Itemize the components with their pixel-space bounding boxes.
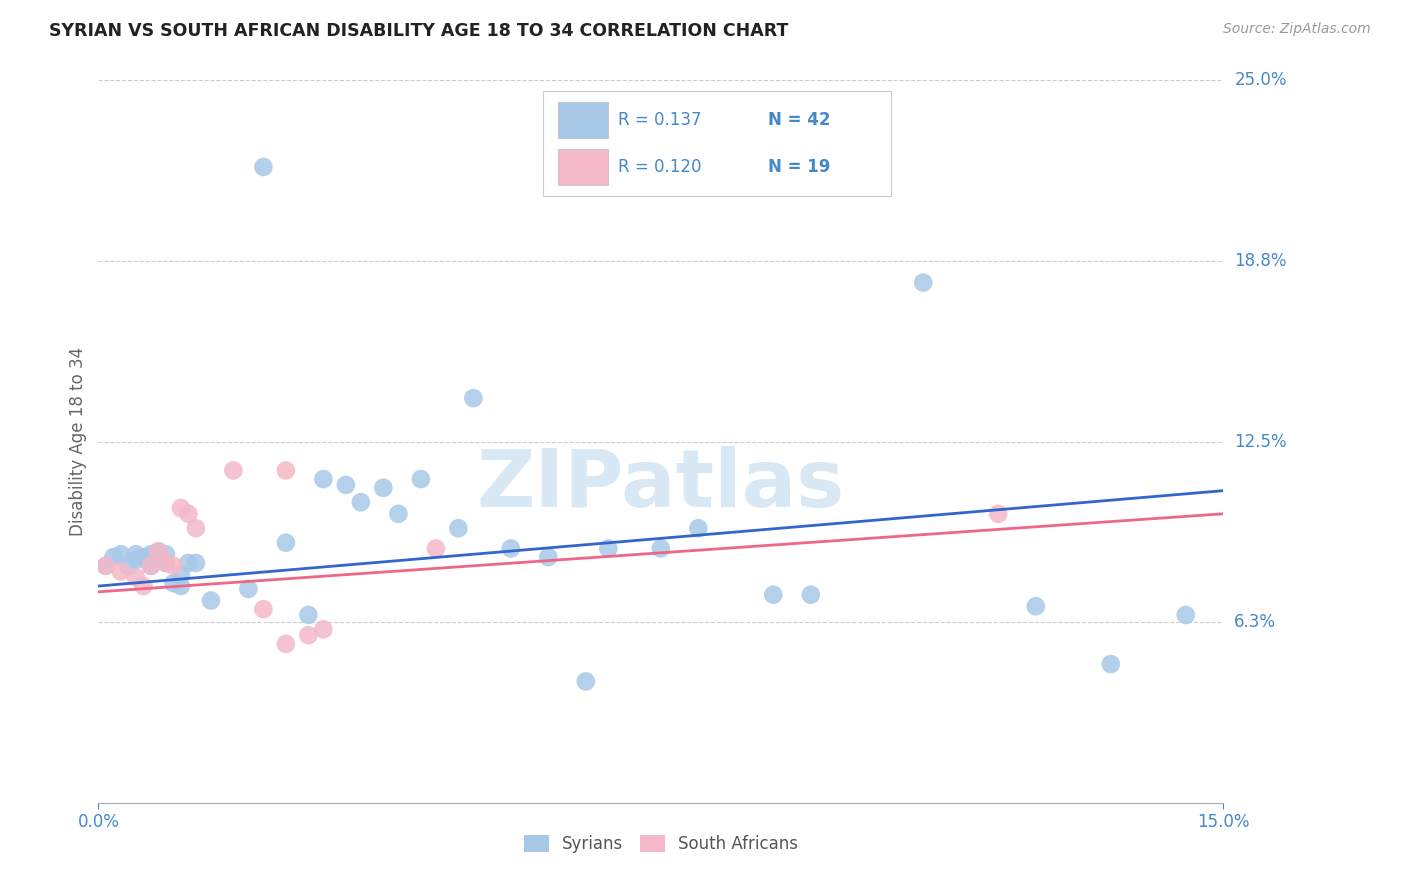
Point — [575, 674, 598, 689]
Point — [274, 535, 297, 549]
Point — [650, 541, 672, 556]
Point — [297, 628, 319, 642]
Point — [132, 579, 155, 593]
Point — [598, 541, 620, 556]
Point — [297, 607, 319, 622]
Point — [387, 507, 409, 521]
FancyBboxPatch shape — [558, 102, 607, 138]
Point — [1025, 599, 1047, 614]
Point — [200, 593, 222, 607]
Point — [335, 478, 357, 492]
Text: 18.8%: 18.8% — [1234, 252, 1286, 270]
Point — [499, 541, 522, 556]
FancyBboxPatch shape — [543, 91, 891, 196]
Point — [170, 567, 193, 582]
Point — [103, 550, 125, 565]
Text: R = 0.120: R = 0.120 — [619, 158, 702, 176]
Text: 25.0%: 25.0% — [1234, 71, 1286, 89]
Text: R = 0.137: R = 0.137 — [619, 111, 702, 129]
Point — [350, 495, 373, 509]
Text: N = 19: N = 19 — [768, 158, 830, 176]
Point — [125, 570, 148, 584]
Point — [94, 558, 117, 573]
Point — [155, 556, 177, 570]
Point — [238, 582, 260, 596]
Point — [170, 501, 193, 516]
Point — [177, 507, 200, 521]
Point — [252, 160, 274, 174]
Point — [688, 521, 710, 535]
Point — [762, 588, 785, 602]
Point — [463, 391, 485, 405]
Point — [987, 507, 1010, 521]
Text: SYRIAN VS SOUTH AFRICAN DISABILITY AGE 18 TO 34 CORRELATION CHART: SYRIAN VS SOUTH AFRICAN DISABILITY AGE 1… — [49, 22, 789, 40]
Point — [139, 558, 162, 573]
Point — [409, 472, 432, 486]
Point — [252, 602, 274, 616]
Text: Source: ZipAtlas.com: Source: ZipAtlas.com — [1223, 22, 1371, 37]
Point — [1099, 657, 1122, 671]
Point — [162, 576, 184, 591]
Point — [912, 276, 935, 290]
Point — [117, 558, 139, 573]
Point — [274, 463, 297, 477]
Point — [447, 521, 470, 535]
Point — [155, 547, 177, 561]
Legend: Syrians, South Africans: Syrians, South Africans — [517, 828, 804, 860]
Point — [155, 556, 177, 570]
Point — [162, 558, 184, 573]
Point — [184, 556, 207, 570]
Point — [184, 521, 207, 535]
Point — [110, 547, 132, 561]
Point — [148, 544, 170, 558]
Point — [312, 623, 335, 637]
Y-axis label: Disability Age 18 to 34: Disability Age 18 to 34 — [69, 347, 87, 536]
Text: 12.5%: 12.5% — [1234, 433, 1286, 450]
Point — [132, 550, 155, 565]
Point — [139, 547, 162, 561]
Point — [94, 558, 117, 573]
Text: N = 42: N = 42 — [768, 111, 830, 129]
Point — [110, 565, 132, 579]
Point — [177, 556, 200, 570]
Point — [800, 588, 823, 602]
Point — [1174, 607, 1197, 622]
Point — [125, 547, 148, 561]
Point — [148, 544, 170, 558]
Point — [274, 637, 297, 651]
Point — [222, 463, 245, 477]
Point — [170, 579, 193, 593]
Point — [425, 541, 447, 556]
Point — [537, 550, 560, 565]
Point — [312, 472, 335, 486]
Point — [125, 553, 148, 567]
FancyBboxPatch shape — [558, 149, 607, 185]
Text: ZIPatlas: ZIPatlas — [477, 446, 845, 524]
Point — [373, 481, 395, 495]
Text: 6.3%: 6.3% — [1234, 613, 1277, 632]
Point — [139, 558, 162, 573]
